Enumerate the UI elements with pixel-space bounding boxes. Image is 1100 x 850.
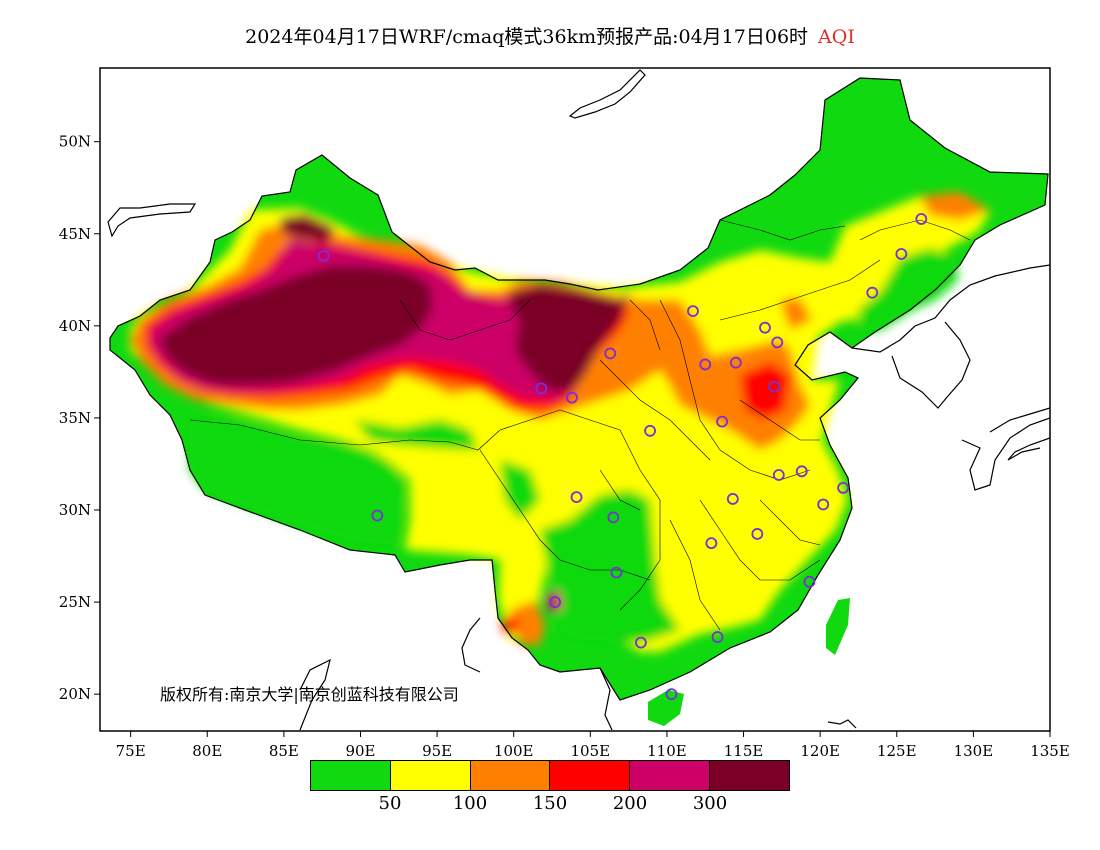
legend-swatch [390,761,471,790]
legend-swatch [470,761,551,790]
station-marker [604,347,617,360]
legend-swatch [311,761,391,790]
station-marker [866,286,879,299]
station-marker [570,491,583,504]
station-marker [795,465,808,478]
lon-tick-label: 135E [1030,742,1070,760]
station-markers [317,213,928,701]
station-marker [610,566,623,579]
contour-maroon [160,266,432,385]
station-marker [771,336,784,349]
lon-tick-label: 110E [647,742,687,760]
lon-tick-label: 85E [269,742,299,760]
lon-tick-label: 75E [116,742,146,760]
lat-tick-label: 20N [59,685,91,703]
station-marker [711,631,724,643]
lat-tick-label: 25N [59,593,91,611]
station-marker [634,636,647,649]
station-marker [729,356,742,369]
legend-swatch [550,761,631,790]
lon-tick-label: 115E [724,742,764,760]
lon-tick-label: 95E [422,742,452,760]
hainan-island [648,690,684,726]
lon-tick-label: 125E [877,742,917,760]
station-marker [699,358,712,371]
latitude-axis: 20N 25N 30N 35N 40N 45N 50N [59,133,100,703]
map-title: 2024年04月17日WRF/cmaq模式36km预报产品:04月17日06时 A… [0,22,1100,49]
station-marker [895,248,908,260]
aqi-legend-labels: 50 100 150 200 300 [0,793,1100,817]
legend-label: 100 [452,793,488,814]
legend-label: 150 [532,793,568,814]
station-marker [535,382,548,395]
station-marker [644,424,656,437]
station-marker [549,596,561,608]
lat-tick-label: 30N [59,501,91,519]
lon-tick-label: 80E [192,742,222,760]
legend-swatch [710,761,789,790]
lat-tick-label: 40N [59,317,91,335]
variable-label: AQI [818,26,855,48]
legend-label: 50 [378,793,402,814]
station-marker [705,537,718,550]
station-marker [817,498,830,511]
legend-swatch [630,761,711,790]
station-marker [716,415,728,428]
aqi-legend [310,760,790,791]
longitude-axis: 75E 80E 85E 90E 95E 100E 105E 110E 115E 120E 125E 1… [116,731,1070,760]
lat-tick-label: 50N [59,133,91,151]
station-marker [607,511,620,524]
lat-tick-label: 45N [59,225,91,243]
station-marker [803,575,816,588]
station-marker [915,213,928,225]
station-marker [837,481,850,494]
lon-tick-label: 130E [954,742,994,760]
lon-tick-label: 120E [800,742,840,760]
copyright-text: 版权所有:南京大学|南京创蓝科技有限公司 [160,685,459,704]
station-marker [751,528,764,540]
station-marker [371,509,384,522]
lon-tick-label: 105E [571,742,611,760]
legend-label: 200 [612,793,648,814]
map-frame [99,67,1051,732]
station-marker [768,380,781,393]
coastlines [107,69,1050,731]
station-marker [665,688,678,701]
china-border [109,77,1049,701]
aqi-contours [130,192,990,652]
station-marker [759,321,771,334]
station-marker [772,469,785,481]
lon-tick-label: 90E [345,742,375,760]
lon-tick-label: 100E [494,742,534,760]
lat-tick-label: 35N [59,409,91,427]
taiwan-island [826,598,850,655]
station-marker [687,305,699,318]
station-marker [726,493,739,505]
station-marker [317,249,330,262]
legend-label: 300 [692,793,728,814]
station-marker [566,391,578,404]
title-text: 2024年04月17日WRF/cmaq模式36km预报产品:04月17日06时 [245,26,809,48]
